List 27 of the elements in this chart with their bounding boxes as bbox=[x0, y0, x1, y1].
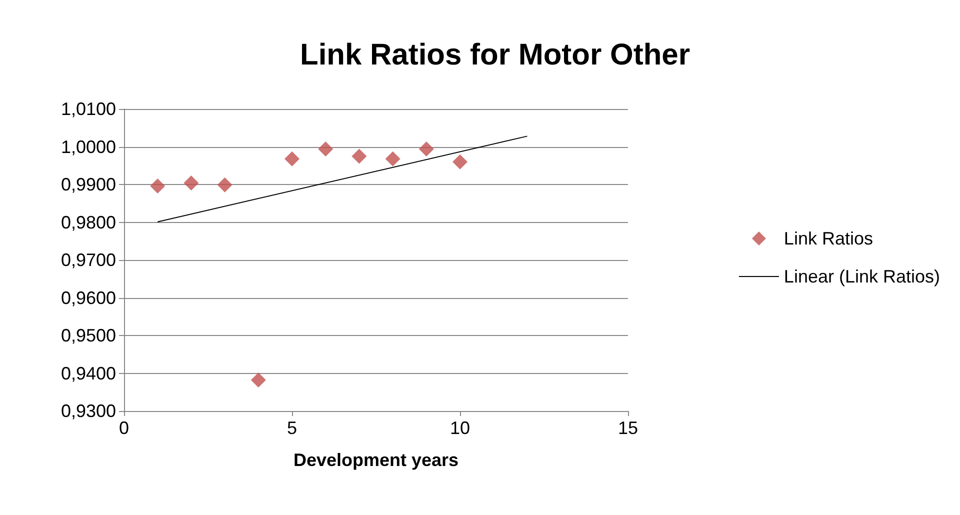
point bbox=[418, 142, 434, 157]
y-tick-label: 0,9800 bbox=[60, 212, 116, 232]
point bbox=[150, 178, 166, 194]
point bbox=[318, 142, 334, 157]
y-tick-label: 1,0000 bbox=[60, 136, 116, 157]
point bbox=[284, 151, 300, 166]
point bbox=[352, 148, 367, 164]
y-tick-label: 0,9500 bbox=[60, 326, 116, 346]
x-tick-label: 10 bbox=[450, 418, 470, 438]
x-tick-label: 5 bbox=[286, 418, 298, 438]
point bbox=[250, 372, 266, 388]
x-axis-title: Development years bbox=[293, 450, 459, 470]
point bbox=[184, 175, 199, 190]
y-tick-label: 0,9700 bbox=[60, 250, 116, 270]
point bbox=[385, 151, 400, 166]
x-tick-label: 15 bbox=[618, 418, 638, 438]
legend-label: Link Ratios bbox=[784, 228, 873, 248]
y-tick-label: 1,0100 bbox=[60, 99, 116, 119]
legend-label: Linear (Link Ratios) bbox=[784, 266, 940, 286]
chart-title: Link Ratios for Motor Other bbox=[300, 38, 690, 72]
y-tick-label: 0,9600 bbox=[60, 288, 116, 308]
y-tick-label: 0,9900 bbox=[60, 174, 116, 194]
y-tick-label: 0,9400 bbox=[60, 363, 116, 384]
point bbox=[452, 154, 468, 170]
point bbox=[217, 177, 232, 192]
y-tick-label: 0,9300 bbox=[60, 401, 116, 421]
x-tick-label: 0 bbox=[118, 418, 130, 438]
